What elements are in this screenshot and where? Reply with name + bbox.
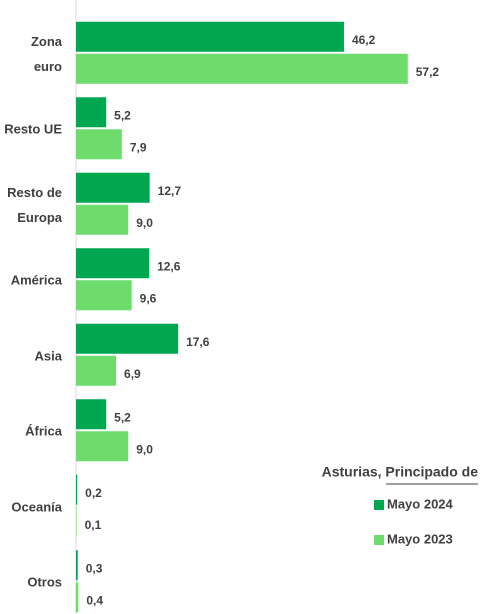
legend-title: Asturias, Principado de [322,464,479,480]
bar [76,550,78,581]
legend-label: Mayo 2023 [387,531,453,546]
value-label: 12,7 [158,184,182,198]
bar [76,355,117,386]
category-label: Zona euro [30,33,62,74]
category-label: Resto UE [4,121,62,137]
category-label: Asia [34,348,62,364]
category-label: Oceanía [11,499,62,515]
value-label: 5,2 [114,410,131,424]
value-label: 5,2 [114,108,131,122]
category-label: América [10,272,62,288]
value-label: 9,0 [136,216,153,230]
value-label: 0,4 [86,593,103,607]
bar [76,323,179,354]
category-label: África [25,423,62,439]
category-label: Otros [27,574,62,590]
bar [76,129,122,160]
bar [76,204,129,235]
bar [76,474,78,505]
bar [76,506,77,537]
legend-swatch [374,535,384,545]
value-label: 12,6 [157,259,181,273]
category-label: Resto de Europa [7,184,62,225]
legend-swatch [374,500,384,510]
bar [76,97,107,128]
value-label: 7,9 [130,140,147,154]
value-label: 0,1 [85,518,102,532]
legend-label: Mayo 2024 [387,496,454,511]
value-label: 57,2 [416,65,440,79]
value-label: 0,2 [85,486,102,500]
bar [76,172,150,203]
bar [76,582,79,613]
bar [76,248,150,279]
value-label: 9,0 [136,442,153,456]
value-label: 0,3 [86,561,103,575]
bar [76,53,408,84]
value-label: 9,6 [140,291,157,305]
bar [76,431,129,462]
bar [76,399,107,430]
bar [76,21,344,52]
value-label: 6,9 [124,367,141,381]
bar [76,280,132,311]
value-label: 46,2 [352,33,376,47]
value-label: 17,6 [186,335,210,349]
